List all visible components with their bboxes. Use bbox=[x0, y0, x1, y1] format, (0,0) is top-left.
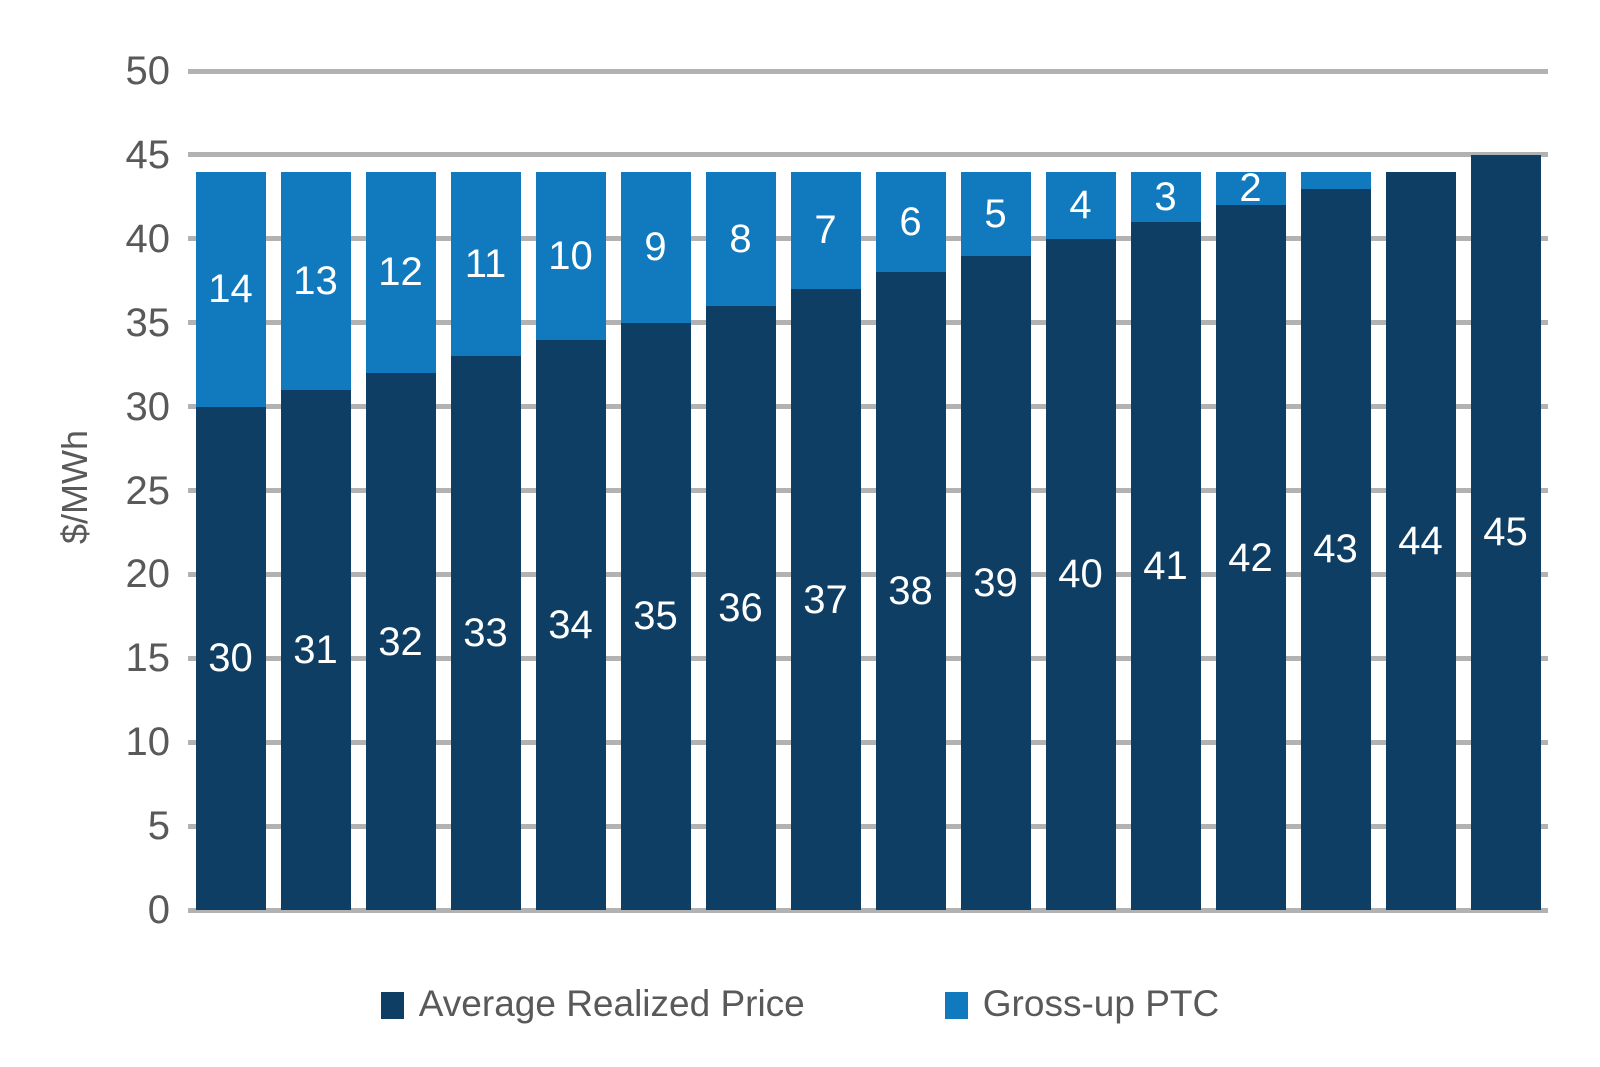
bar-value-label: 4 bbox=[1069, 183, 1092, 228]
gridline-30 bbox=[188, 404, 1548, 410]
legend: Average Realized Price Gross-up PTC bbox=[0, 978, 1600, 1028]
bar-value-label: 14 bbox=[208, 267, 253, 312]
bar-value-label: 34 bbox=[548, 602, 593, 647]
gridline-10 bbox=[188, 739, 1548, 745]
bar-7-average-realized-price-segment: 36 bbox=[705, 305, 776, 910]
bar-value-label: 2 bbox=[1239, 166, 1262, 211]
gridline-15 bbox=[188, 655, 1548, 661]
bar-11-average-realized-price-segment: 40 bbox=[1045, 238, 1116, 910]
y-tick-label-5: 5 bbox=[147, 804, 170, 849]
y-tick-label-15: 15 bbox=[125, 636, 171, 681]
bar-10-gross-up-ptc-segment: 5 bbox=[960, 171, 1031, 256]
bar-value-label: 5 bbox=[984, 191, 1007, 236]
bar-7-gross-up-ptc-segment: 8 bbox=[705, 171, 776, 306]
bar-5-gross-up-ptc-segment: 10 bbox=[535, 171, 606, 340]
legend-label-average-realized-price: Average Realized Price bbox=[418, 982, 805, 1024]
legend-swatch-average-realized-price bbox=[380, 991, 404, 1019]
bar-3-average-realized-price-segment: 32 bbox=[365, 373, 436, 910]
bar-4-average-realized-price-segment: 33 bbox=[450, 356, 521, 910]
bar-8-gross-up-ptc-segment: 7 bbox=[790, 171, 861, 290]
bar-1-gross-up-ptc-segment: 14 bbox=[195, 171, 266, 407]
y-tick-label-10: 10 bbox=[125, 720, 171, 765]
y-tick-label-40: 40 bbox=[125, 216, 171, 261]
bar-6-average-realized-price-segment: 35 bbox=[620, 322, 691, 910]
bar-value-label: 31 bbox=[293, 627, 338, 672]
bar-value-label: 9 bbox=[644, 225, 667, 270]
bar-value-label: 45 bbox=[1483, 510, 1528, 555]
legend-label-gross-up-ptc: Gross-up PTC bbox=[982, 982, 1220, 1024]
bar-2-gross-up-ptc-segment: 13 bbox=[280, 171, 351, 390]
bar-value-label: 41 bbox=[1143, 544, 1188, 588]
bar-4-gross-up-ptc-segment: 11 bbox=[450, 171, 521, 357]
bar-6-gross-up-ptc-segment: 9 bbox=[620, 171, 691, 323]
gridline-5 bbox=[188, 823, 1548, 829]
bar-value-label: 30 bbox=[208, 636, 253, 681]
bar-value-label: 8 bbox=[729, 216, 752, 261]
bar-8-average-realized-price-segment: 37 bbox=[790, 289, 861, 910]
gridline-50 bbox=[188, 68, 1548, 74]
bar-15-average-realized-price-segment: 44 bbox=[1385, 171, 1456, 910]
bar-value-label: 10 bbox=[548, 233, 593, 278]
bar-value-label: 40 bbox=[1058, 552, 1103, 597]
plot-area: 30 14 31 13 32 12 33 11 34 10 35 9 36 8 37 7 38 6 39 5 40 4 41… bbox=[188, 68, 1548, 913]
gridline-40 bbox=[188, 236, 1548, 242]
bar-16-average-realized-price-segment: 45 bbox=[1470, 154, 1541, 910]
gridline-25 bbox=[188, 488, 1548, 493]
bar-value-label: 36 bbox=[718, 585, 763, 630]
bar-value-label: 44 bbox=[1398, 518, 1443, 563]
legend-item-gross-up-ptc: Gross-up PTC bbox=[944, 982, 1220, 1024]
y-tick-label-30: 30 bbox=[125, 384, 171, 429]
bar-14-gross-up-ptc-segment bbox=[1300, 171, 1371, 189]
y-tick-label-45: 45 bbox=[125, 132, 171, 177]
y-tick-label-0: 0 bbox=[147, 888, 170, 932]
bar-value-label: 6 bbox=[899, 200, 922, 245]
bar-value-label: 11 bbox=[464, 242, 507, 287]
bar-value-label: 33 bbox=[463, 611, 508, 656]
legend-item-average-realized-price: Average Realized Price bbox=[380, 982, 805, 1024]
bar-value-label: 38 bbox=[888, 569, 933, 614]
bar-11-gross-up-ptc-segment: 4 bbox=[1045, 171, 1116, 239]
gridline-0 bbox=[188, 907, 1548, 913]
bar-value-label: 32 bbox=[378, 619, 423, 664]
bar-12-gross-up-ptc-segment: 3 bbox=[1130, 171, 1201, 222]
bar-value-label: 37 bbox=[803, 577, 848, 622]
bar-value-label: 43 bbox=[1313, 527, 1358, 572]
bar-value-label: 3 bbox=[1154, 174, 1177, 219]
bar-value-label: 13 bbox=[293, 258, 338, 303]
y-tick-label-35: 35 bbox=[125, 300, 171, 345]
bar-13-average-realized-price-segment: 42 bbox=[1215, 205, 1286, 910]
bar-value-label: 12 bbox=[378, 250, 423, 295]
y-tick-label-50: 50 bbox=[125, 49, 171, 93]
bar-1-average-realized-price-segment: 30 bbox=[195, 406, 266, 910]
y-tick-label-25: 25 bbox=[125, 468, 171, 513]
bar-5-average-realized-price-segment: 34 bbox=[535, 339, 606, 910]
bar-3-gross-up-ptc-segment: 12 bbox=[365, 171, 436, 373]
legend-swatch-gross-up-ptc bbox=[944, 991, 968, 1019]
bar-12-average-realized-price-segment: 41 bbox=[1130, 222, 1201, 910]
gridline-45 bbox=[188, 152, 1548, 158]
bar-13-gross-up-ptc-segment: 2 bbox=[1215, 168, 1286, 208]
bar-value-label: 42 bbox=[1228, 535, 1273, 580]
bar-2-average-realized-price-segment: 31 bbox=[280, 389, 351, 910]
bar-14-average-realized-price-segment: 43 bbox=[1300, 188, 1371, 910]
bar-value-label: 39 bbox=[973, 560, 1018, 605]
bar-10-average-realized-price-segment: 39 bbox=[960, 255, 1031, 910]
bar-value-label: 7 bbox=[814, 208, 837, 253]
bar-value-label: 35 bbox=[633, 594, 678, 639]
gridline-35 bbox=[188, 320, 1548, 326]
y-tick-label-20: 20 bbox=[125, 552, 171, 597]
bar-9-average-realized-price-segment: 38 bbox=[875, 272, 946, 910]
gridline-20 bbox=[188, 571, 1548, 577]
bar-9-gross-up-ptc-segment: 6 bbox=[875, 171, 946, 273]
